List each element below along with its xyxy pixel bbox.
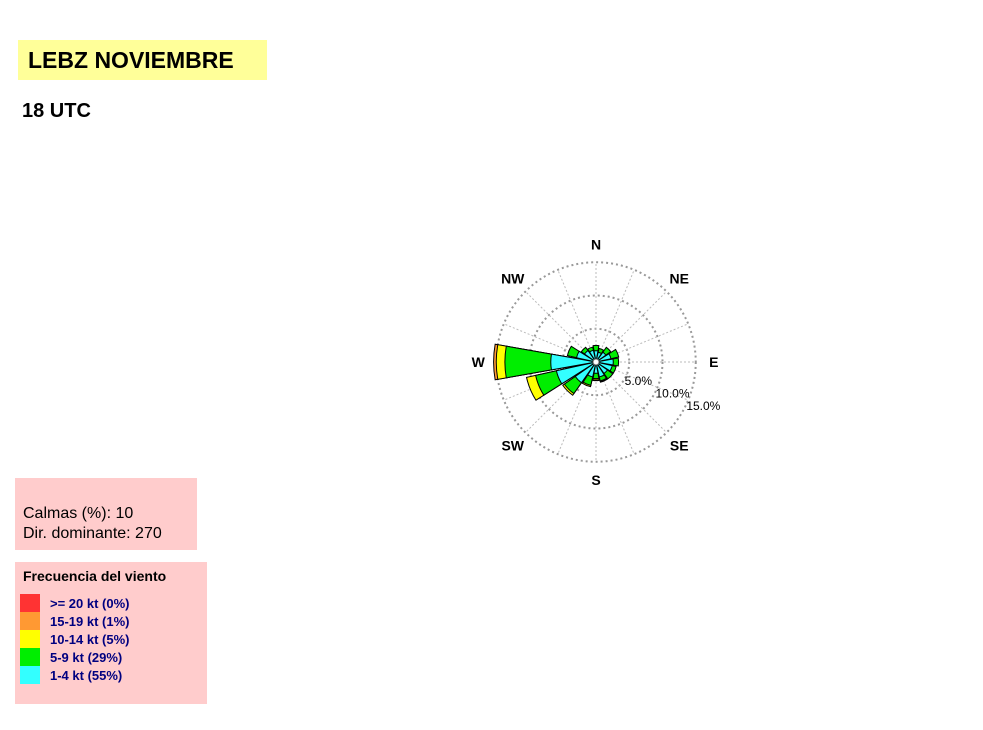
ring-label: 10.0% <box>656 387 690 401</box>
chart-title: LEBZ NOVIEMBRE <box>28 46 234 73</box>
legend-item: 1-4 kt (55%) <box>20 666 122 684</box>
direction-label: W <box>472 354 486 370</box>
legend-title: Frecuencia del viento <box>23 568 167 584</box>
direction-label: N <box>591 236 601 252</box>
legend-item: 10-14 kt (5%) <box>20 630 129 648</box>
calm-info-box: Calmas (%): 10 Dir. dominante: 270 <box>15 478 197 550</box>
rose-wedge <box>595 358 614 366</box>
direction-label: SW <box>501 437 524 453</box>
grid-spoke <box>557 269 597 363</box>
rose-wedge <box>595 361 609 375</box>
calm-percentage: Calmas (%): 10 <box>23 505 134 522</box>
legend-label: 5-9 kt (29%) <box>50 649 123 665</box>
ring-label: 15.0% <box>686 399 720 413</box>
direction-label: E <box>709 354 718 370</box>
legend-item: >= 20 kt (0%) <box>20 594 130 612</box>
rose-wedge <box>575 350 597 363</box>
direction-label: NW <box>501 271 525 287</box>
rose-wedge <box>550 353 597 371</box>
grid-ring <box>495 261 697 463</box>
rose-wedge <box>595 361 605 378</box>
legend-swatch <box>20 666 40 684</box>
rose-wedge <box>583 349 597 363</box>
legend-box: Frecuencia del viento >= 20 kt (0%) 15-1… <box>15 562 207 704</box>
direction-label: NE <box>670 271 689 287</box>
rose-wedge <box>595 353 612 363</box>
grid-ring <box>528 294 664 430</box>
ring-label: 5.0% <box>625 374 653 388</box>
chart-subtitle: 18 UTC <box>22 100 91 122</box>
legend-item: 5-9 kt (29%) <box>20 648 122 666</box>
direction-label: SE <box>670 437 689 453</box>
legend-label: 1-4 kt (55%) <box>50 667 123 683</box>
legend-label: >= 20 kt (0%) <box>50 595 130 611</box>
legend-swatch <box>20 630 40 648</box>
legend-item: 15-19 kt (1%) <box>20 612 129 630</box>
rose-wedge <box>555 361 597 385</box>
legend-swatch <box>20 648 40 666</box>
dominant-direction: Dir. dominante: 270 <box>23 525 162 542</box>
legend-swatch <box>20 594 40 612</box>
calm-center <box>592 358 600 366</box>
direction-label: S <box>591 472 600 488</box>
legend-label: 10-14 kt (5%) <box>50 631 130 647</box>
legend-label: 15-19 kt (1%) <box>50 613 130 629</box>
rose-wedge <box>574 361 597 384</box>
legend-swatch <box>20 612 40 630</box>
title-box: LEBZ NOVIEMBRE <box>18 40 267 80</box>
grid-spoke <box>595 269 635 363</box>
